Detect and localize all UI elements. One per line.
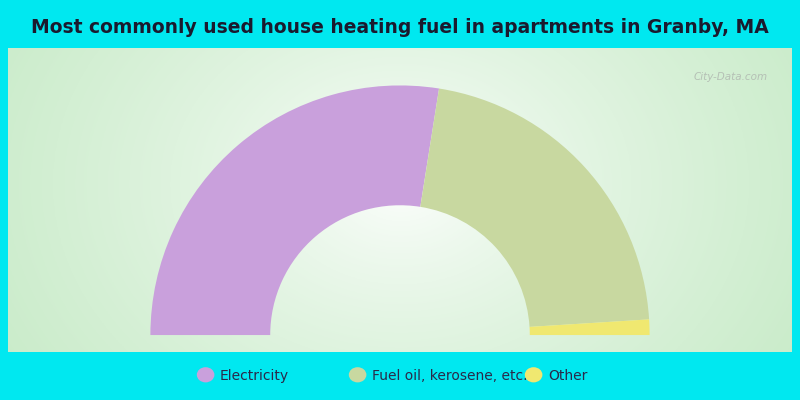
- Wedge shape: [420, 88, 649, 327]
- Text: Other: Other: [548, 369, 587, 383]
- Text: Electricity: Electricity: [220, 369, 289, 383]
- Text: Fuel oil, kerosene, etc.: Fuel oil, kerosene, etc.: [372, 369, 527, 383]
- Wedge shape: [150, 86, 439, 335]
- Wedge shape: [530, 319, 650, 335]
- Text: Most commonly used house heating fuel in apartments in Granby, MA: Most commonly used house heating fuel in…: [31, 18, 769, 37]
- Text: City-Data.com: City-Data.com: [694, 72, 768, 82]
